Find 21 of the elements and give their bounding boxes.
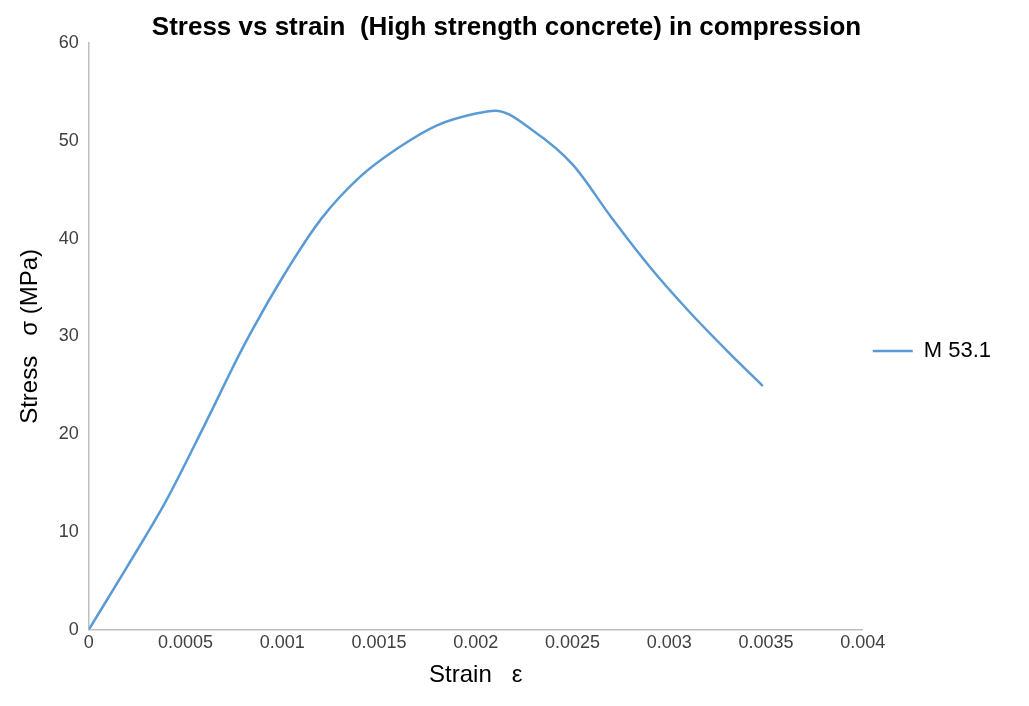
y-axis-title: Stress σ (MPa) — [15, 248, 43, 424]
chart-title: Stress vs strain (High strength concrete) in compression — [151, 10, 862, 41]
x-tick-label: 0.0015 — [351, 632, 407, 653]
x-tick-label: 0.003 — [646, 632, 692, 653]
x-tick-label: 0.0005 — [158, 632, 214, 653]
x-tick-label: 0.001 — [259, 632, 305, 653]
y-tick-label: 20 — [58, 423, 79, 444]
y-tick-label: 30 — [58, 325, 79, 346]
y-tick-label: 60 — [58, 32, 79, 53]
y-tick-label: 0 — [68, 618, 79, 639]
y-tick-label: 10 — [58, 520, 79, 541]
x-tick-label: 0.0035 — [738, 632, 794, 653]
x-tick-label: 0.0025 — [544, 632, 601, 653]
x-tick-label: 0.004 — [840, 632, 886, 653]
x-tick-label: 0.002 — [453, 632, 499, 653]
line-series — [88, 109, 764, 630]
x-tick-label: 0 — [83, 632, 94, 653]
y-tick-label: 50 — [58, 129, 79, 150]
x-axis-title: Strain ε — [429, 660, 523, 688]
legend-label: M 53.1 — [923, 337, 992, 363]
y-tick-label: 40 — [58, 227, 79, 248]
